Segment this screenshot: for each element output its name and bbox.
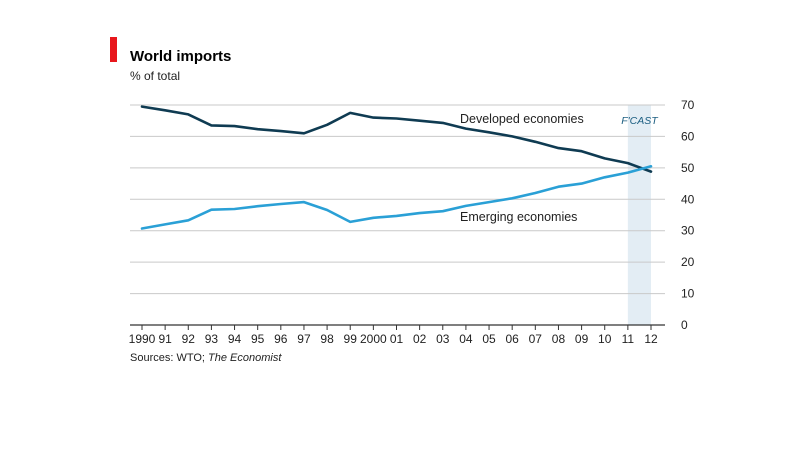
series-label-emerging: Emerging economies: [460, 210, 577, 224]
y-axis: 0 10 20 30 40 50 60 70: [681, 98, 695, 332]
x-tick-label: 96: [274, 332, 288, 346]
x-tick-label: 10: [598, 332, 612, 346]
forecast-band: [627, 105, 651, 325]
chart-subtitle: % of total: [130, 69, 180, 83]
x-tick-label: 11: [622, 332, 635, 346]
x-tick-label: 08: [552, 332, 566, 346]
y-tick-label: 40: [681, 192, 695, 206]
y-tick-label: 60: [681, 129, 695, 143]
y-tick-label: 20: [681, 255, 695, 269]
x-tick-label: 93: [205, 332, 219, 346]
x-tick-label: 07: [529, 332, 543, 346]
y-tick-label: 50: [681, 161, 695, 175]
x-tick-label: 1990: [129, 332, 156, 346]
source-note: Sources: WTO; The Economist: [130, 352, 282, 364]
x-tick-label: 02: [413, 332, 427, 346]
series-line-developed: [140, 105, 653, 173]
x-tick-label: 99: [344, 332, 358, 346]
series-lines: [140, 105, 653, 230]
source-italic: The Economist: [208, 352, 282, 364]
x-tick-label: 12: [644, 332, 658, 346]
y-tick-label: 30: [681, 224, 695, 238]
series-label-developed: Developed economies: [460, 112, 584, 126]
y-tick-label: 0: [681, 318, 688, 332]
y-tick-label: 10: [681, 287, 695, 301]
series-line-emerging: [140, 165, 653, 230]
x-tick-label: 01: [390, 332, 404, 346]
x-tick-label: 92: [182, 332, 196, 346]
gridlines: [130, 104, 665, 295]
accent-bar: [110, 37, 117, 62]
x-tick-label: 03: [436, 332, 450, 346]
x-tick-label: 91: [158, 332, 172, 346]
x-tick-label: 94: [228, 332, 242, 346]
y-tick-label: 70: [681, 98, 695, 112]
x-tick-label: 2000: [360, 332, 387, 346]
x-tick-label: 04: [459, 332, 473, 346]
x-tick-label: 06: [506, 332, 520, 346]
x-tick-label: 97: [297, 332, 311, 346]
forecast-label: F'CAST: [621, 115, 659, 127]
source-prefix: Sources: WTO;: [130, 352, 208, 364]
x-axis: 1990 91 92 93 94 95 96 97 98 99 2000 01 02 03 04 05 06 07…: [129, 324, 665, 346]
x-tick-label: 95: [251, 332, 265, 346]
chart-title: World imports: [130, 48, 231, 65]
x-tick-label: 98: [320, 332, 334, 346]
x-tick-label: 09: [575, 332, 589, 346]
x-tick-label: 05: [482, 332, 496, 346]
